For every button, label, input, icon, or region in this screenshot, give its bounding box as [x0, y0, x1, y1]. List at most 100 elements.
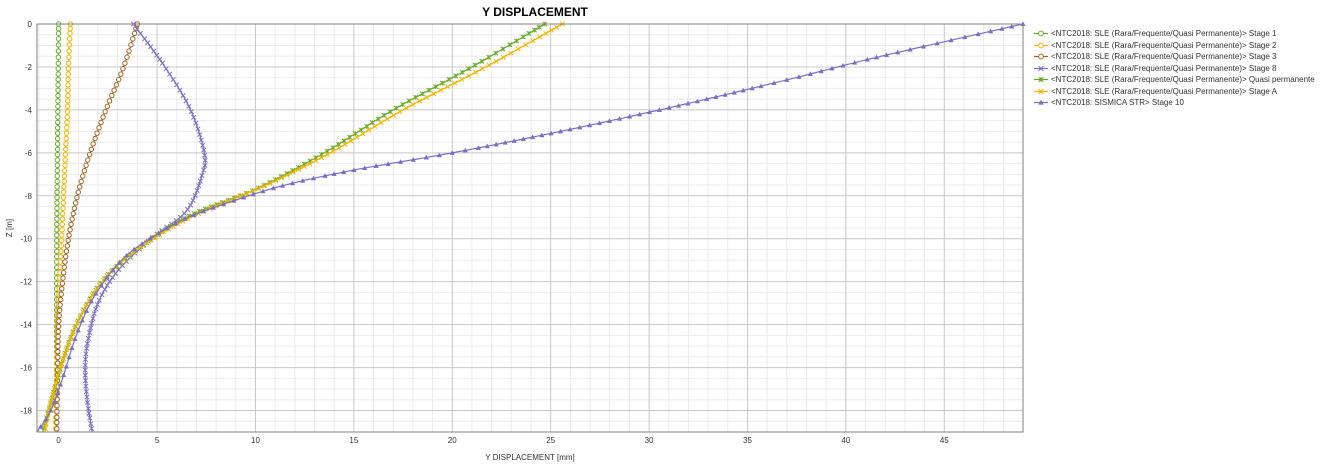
data-point	[54, 221, 60, 228]
data-point	[466, 66, 472, 72]
legend-item-5[interactable]: <NTC2018: SLE (Rara/Frequente/Quasi Perm…	[1034, 74, 1329, 86]
data-point	[104, 103, 111, 110]
data-point	[118, 71, 124, 77]
data-point	[102, 108, 108, 115]
legend-swatch	[1034, 65, 1048, 72]
data-point	[260, 188, 266, 194]
data-point	[54, 402, 60, 409]
data-point	[419, 91, 425, 97]
data-point	[537, 34, 543, 40]
data-point	[89, 320, 95, 326]
data-point	[934, 40, 940, 46]
data-point	[75, 189, 81, 195]
data-point	[261, 183, 267, 189]
legend-item-4[interactable]: <NTC2018: SLE (Rara/Frequente/Quasi Perm…	[1034, 63, 1329, 75]
legend-label: <NTC2018: SLE (Rara/Frequente/Quasi Perm…	[1051, 63, 1277, 73]
data-point	[410, 156, 416, 162]
chart-title: Y DISPLACEMENT	[482, 5, 588, 19]
data-point	[111, 87, 117, 93]
data-point	[54, 135, 61, 142]
data-point	[81, 168, 88, 174]
y-tick-label: -4	[25, 106, 33, 115]
data-point	[656, 107, 662, 112]
data-point	[413, 94, 419, 100]
data-point	[64, 108, 71, 115]
data-point	[65, 66, 72, 72]
data-point	[1038, 53, 1044, 60]
data-point	[54, 125, 61, 131]
data-point	[446, 76, 452, 83]
data-point	[883, 52, 890, 58]
data-point	[167, 71, 173, 77]
data-point	[694, 98, 700, 104]
data-point	[840, 62, 846, 68]
data-point	[479, 58, 485, 64]
data-point	[90, 141, 96, 147]
data-point	[70, 210, 76, 217]
series-7	[36, 21, 1026, 433]
data-point	[873, 54, 880, 60]
data-point	[1038, 65, 1044, 72]
data-point	[82, 367, 88, 373]
data-point	[1009, 23, 1015, 29]
legend-item-6[interactable]: <NTC2018: SLE (Rara/Frequente/Quasi Perm…	[1034, 86, 1329, 98]
data-point	[807, 71, 813, 76]
data-point	[54, 162, 61, 169]
data-point	[60, 210, 66, 217]
data-point	[502, 139, 508, 145]
data-point	[526, 30, 532, 36]
data-point	[54, 419, 60, 426]
data-point	[54, 200, 60, 206]
data-point	[63, 135, 69, 142]
data-point	[83, 308, 90, 313]
data-point	[116, 260, 122, 265]
data-point	[341, 138, 347, 144]
data-point	[98, 282, 104, 288]
legend-item-1[interactable]: <NTC2018: SLE (Rara/Frequente/Quasi Perm…	[1034, 28, 1329, 40]
data-point	[54, 210, 60, 217]
x-tick-label: 45	[940, 436, 949, 445]
legend-item-3[interactable]: <NTC2018: SLE (Rara/Frequente/Quasi Perm…	[1034, 51, 1329, 63]
data-point	[65, 76, 71, 83]
legend-item-2[interactable]: <NTC2018: SLE (Rara/Frequente/Quasi Perm…	[1034, 40, 1329, 52]
data-point	[110, 267, 116, 272]
data-point	[962, 34, 968, 40]
data-point	[93, 306, 99, 312]
data-point	[88, 146, 95, 152]
data-point	[289, 180, 296, 186]
data-point	[61, 372, 67, 378]
data-point	[53, 237, 60, 244]
data-point	[818, 68, 824, 74]
data-point	[1038, 30, 1044, 37]
data-point	[191, 212, 197, 218]
legend-swatch	[1034, 88, 1048, 95]
data-point	[462, 147, 468, 153]
data-point	[63, 146, 69, 152]
data-point	[369, 120, 375, 126]
data-point	[58, 291, 64, 297]
data-point	[67, 336, 73, 342]
legend-label: <NTC2018: SLE (Rara/Frequente/Quasi Perm…	[1051, 75, 1315, 85]
legend-item-7[interactable]: <NTC2018: SISMICA STR> Stage 10	[1034, 97, 1329, 109]
data-point	[54, 178, 60, 185]
data-point	[58, 363, 64, 369]
data-point	[53, 243, 60, 249]
data-point	[195, 126, 201, 132]
data-point	[55, 87, 61, 93]
data-point	[626, 113, 633, 119]
data-point	[120, 66, 126, 72]
data-point	[61, 178, 67, 185]
data-point	[54, 189, 60, 195]
data-point	[449, 150, 455, 155]
data-point	[548, 130, 554, 136]
data-point	[59, 221, 65, 228]
data-point	[92, 135, 98, 142]
data-point	[131, 246, 137, 252]
data-point	[493, 50, 499, 56]
data-point	[65, 87, 71, 93]
data-point	[78, 178, 84, 185]
x-tick-label: 30	[645, 436, 654, 445]
data-point	[273, 177, 279, 184]
data-point	[586, 122, 593, 128]
